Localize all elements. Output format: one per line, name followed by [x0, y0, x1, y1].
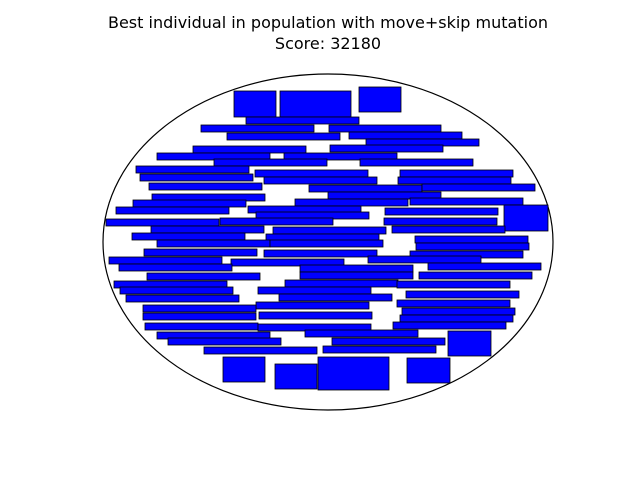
packed-rect-68	[396, 299, 511, 308]
packed-rect-79	[167, 337, 282, 346]
packed-rect-57	[299, 271, 414, 280]
packed-rect-11	[329, 144, 444, 153]
packed-rect-32	[384, 207, 499, 216]
packed-rect-36	[219, 217, 334, 226]
packed-rect-35	[105, 218, 220, 227]
packed-rect-5	[200, 124, 315, 133]
packed-rect-83	[322, 345, 437, 354]
packed-rect-18	[399, 169, 514, 178]
packed-rect-17	[254, 169, 369, 178]
packed-rect-38	[150, 225, 265, 234]
packed-rect-13	[283, 152, 398, 161]
packed-rect-34	[503, 204, 549, 232]
packed-rect-29	[294, 198, 409, 207]
packed-rect-4	[245, 116, 360, 125]
packed-rect-66	[278, 293, 393, 302]
packed-rect-45	[269, 239, 384, 248]
packed-rect-55	[427, 262, 542, 271]
packed-rect-6	[328, 124, 442, 133]
packed-rect-14	[213, 158, 328, 167]
packed-rect-73	[399, 314, 514, 323]
packed-rect-80	[331, 337, 446, 346]
packed-rect-2	[279, 90, 352, 118]
packed-rect-56	[146, 272, 261, 281]
packed-rect-19	[139, 173, 254, 182]
packed-rect-43	[414, 235, 529, 244]
packed-rect-41	[131, 232, 246, 241]
packed-rect-63	[257, 286, 372, 295]
packed-rect-50	[108, 256, 223, 265]
packed-rect-84	[222, 356, 266, 383]
container-ellipse	[102, 73, 554, 411]
packed-rect-74	[144, 322, 259, 331]
packed-rect-28	[132, 199, 247, 208]
packed-rect-27	[409, 197, 524, 206]
packed-rect-8	[348, 131, 463, 140]
packed-rect-46	[415, 242, 530, 251]
packed-rect-65	[125, 294, 240, 303]
packed-rect-10	[192, 145, 307, 154]
packed-rect-67	[255, 301, 370, 310]
packed-rect-71	[142, 312, 257, 321]
packed-rect-60	[284, 279, 399, 288]
packed-rect-3	[358, 86, 402, 113]
packed-rect-21	[397, 176, 512, 185]
packed-rect-86	[317, 356, 390, 391]
packed-rect-54	[299, 264, 414, 273]
packed-rect-87	[406, 357, 451, 384]
packed-rect-37	[383, 217, 498, 226]
packed-rect-61	[396, 280, 511, 289]
packed-rect-1	[233, 90, 277, 118]
packed-rect-72	[258, 311, 373, 320]
packed-rect-22	[148, 182, 263, 191]
packed-rectangles	[105, 86, 549, 391]
packed-rect-70	[401, 307, 516, 316]
packed-rect-47	[143, 248, 258, 257]
chart-title: Best individual in population with move+…	[108, 13, 548, 32]
packed-rect-52	[367, 255, 482, 264]
packed-rect-31	[115, 206, 230, 215]
packed-rect-81	[447, 330, 492, 357]
packed-rect-48	[263, 249, 378, 258]
packed-rect-53	[118, 263, 233, 272]
packed-rect-58	[418, 271, 533, 280]
packed-rect-62	[119, 286, 234, 295]
packed-rect-39	[272, 226, 387, 235]
packed-rect-78	[304, 329, 419, 338]
packed-rect-12	[156, 152, 271, 161]
packed-rect-24	[421, 183, 536, 192]
packed-rect-82	[203, 346, 318, 355]
packed-rect-7	[226, 132, 341, 141]
packed-rect-64	[405, 290, 520, 299]
packed-rect-44	[156, 239, 271, 248]
packed-rect-85	[274, 363, 318, 390]
packed-rect-51	[230, 258, 345, 267]
packed-rect-23	[308, 184, 423, 193]
packed-rect-20	[263, 176, 378, 185]
chart-score: Score: 32180	[275, 34, 381, 53]
packed-rect-15	[359, 158, 474, 167]
packed-rect-69	[142, 304, 257, 313]
packed-rect-76	[392, 321, 507, 330]
packed-rect-40	[391, 225, 506, 234]
packed-rect-16	[135, 165, 250, 174]
